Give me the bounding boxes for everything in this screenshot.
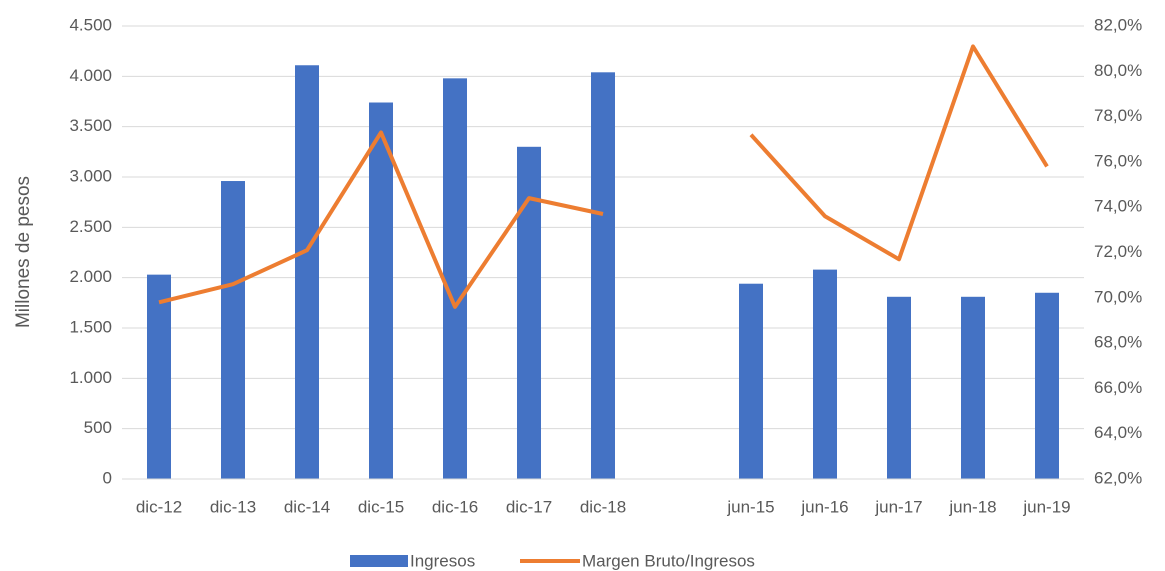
y2-tick-label: 68,0%	[1094, 333, 1142, 352]
y2-tick-label: 76,0%	[1094, 151, 1142, 170]
y2-tick-label: 78,0%	[1094, 106, 1142, 125]
bar	[443, 78, 467, 479]
y-tick-label: 3.000	[69, 166, 112, 185]
x-tick-label: dic-14	[284, 497, 330, 516]
legend-label: Ingresos	[410, 551, 475, 570]
x-tick-label: dic-12	[136, 497, 182, 516]
bar	[961, 296, 985, 479]
x-tick-label: jun-17	[874, 497, 922, 516]
y-tick-label: 1.500	[69, 317, 112, 336]
legend-swatch	[350, 555, 408, 567]
bar	[517, 146, 541, 480]
bar	[887, 296, 911, 479]
x-tick-label: dic-17	[506, 497, 552, 516]
x-tick-label: dic-18	[580, 497, 626, 516]
y-tick-label: 500	[84, 418, 112, 437]
y-tick-label: 1.000	[69, 368, 112, 387]
y2-tick-label: 66,0%	[1094, 378, 1142, 397]
x-tick-label: jun-18	[948, 497, 996, 516]
bar	[295, 65, 319, 479]
x-tick-label: dic-13	[210, 497, 256, 516]
y-tick-label: 2.000	[69, 267, 112, 286]
x-tick-label: jun-15	[726, 497, 774, 516]
y2-tick-label: 70,0%	[1094, 287, 1142, 306]
legend-label: Margen Bruto/Ingresos	[582, 551, 755, 570]
y-tick-label: 0	[103, 468, 112, 487]
bar	[147, 274, 171, 479]
y2-tick-label: 74,0%	[1094, 197, 1142, 216]
y-tick-label: 3.500	[69, 116, 112, 135]
y2-tick-label: 64,0%	[1094, 423, 1142, 442]
y2-tick-label: 82,0%	[1094, 15, 1142, 34]
y-tick-label: 4.500	[69, 15, 112, 34]
x-tick-label: jun-19	[1022, 497, 1070, 516]
y2-tick-label: 80,0%	[1094, 61, 1142, 80]
bar	[739, 283, 763, 479]
bar	[813, 269, 837, 479]
y-axis-label: Millones de pesos	[13, 176, 34, 328]
bar	[591, 72, 615, 479]
bar	[1035, 292, 1059, 479]
line	[158, 44, 1049, 309]
y2-tick-label: 62,0%	[1094, 468, 1142, 487]
y-tick-label: 2.500	[69, 217, 112, 236]
x-tick-label: dic-15	[358, 497, 404, 516]
x-tick-label: dic-16	[432, 497, 478, 516]
bar	[221, 181, 245, 479]
y-tick-label: 4.000	[69, 66, 112, 85]
bar	[369, 102, 393, 480]
x-tick-label: jun-16	[800, 497, 848, 516]
y2-tick-label: 72,0%	[1094, 242, 1142, 261]
